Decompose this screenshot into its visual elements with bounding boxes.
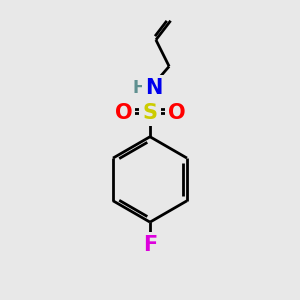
Text: H: H <box>133 80 147 98</box>
Text: N: N <box>145 79 162 98</box>
Text: S: S <box>142 103 158 123</box>
Text: F: F <box>143 235 157 255</box>
Text: O: O <box>168 103 185 123</box>
Text: O: O <box>115 103 132 123</box>
